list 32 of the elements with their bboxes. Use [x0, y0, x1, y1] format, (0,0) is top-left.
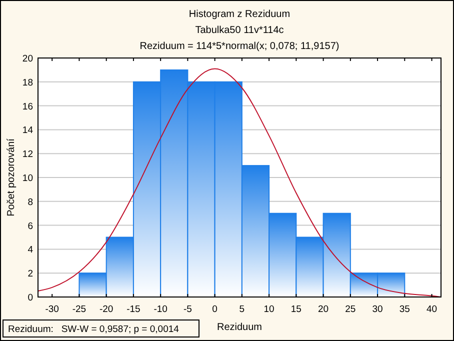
- x-axis-title: Reziduum: [216, 322, 262, 333]
- x-tick-label: 30: [372, 304, 383, 315]
- y-tick-label: 14: [22, 125, 33, 136]
- chart-title: Histogram z Reziduum: [188, 9, 290, 20]
- x-tick-label: 25: [345, 304, 356, 315]
- x-tick-label: -30: [45, 304, 59, 315]
- y-tick-label: 8: [28, 196, 33, 208]
- x-tick-label: 20: [318, 304, 329, 315]
- x-tick-label: -20: [99, 304, 114, 315]
- x-tick-label: 10: [264, 304, 274, 315]
- x-tick-label: 40: [426, 304, 438, 315]
- x-tick-label: 35: [399, 304, 410, 315]
- y-tick-label: 6: [28, 220, 33, 232]
- x-tick-label: 0: [212, 304, 218, 315]
- y-tick-label: 12: [22, 149, 33, 160]
- y-tick-label: 4: [28, 244, 33, 256]
- y-tick-label: 0: [28, 292, 33, 304]
- chart-subtitle: Tabulka50 11v*114c Reziduum = 114*5*normal(x; 0,078; 11,9157): [140, 25, 340, 52]
- text: Reziduum: SW-W = 0,9587; p = 0,0014: [8, 324, 179, 335]
- x-tick-label: 5: [239, 304, 245, 315]
- x-tick-label: -5: [183, 304, 192, 315]
- y-tick-label: 16: [22, 101, 33, 112]
- y-tick-label: 10: [22, 173, 33, 184]
- y-tick-label: 18: [22, 77, 33, 88]
- y-tick-label: 20: [22, 54, 33, 64]
- x-tick-label: 15: [290, 304, 302, 315]
- y-tick-label: 2: [28, 268, 33, 280]
- x-tick-label: -10: [154, 304, 168, 315]
- line-series: [38, 68, 442, 298]
- y-axis-title: Počet pozorování: [6, 138, 17, 216]
- x-tick-label: -25: [72, 304, 86, 315]
- x-tick-label: -15: [126, 304, 140, 315]
